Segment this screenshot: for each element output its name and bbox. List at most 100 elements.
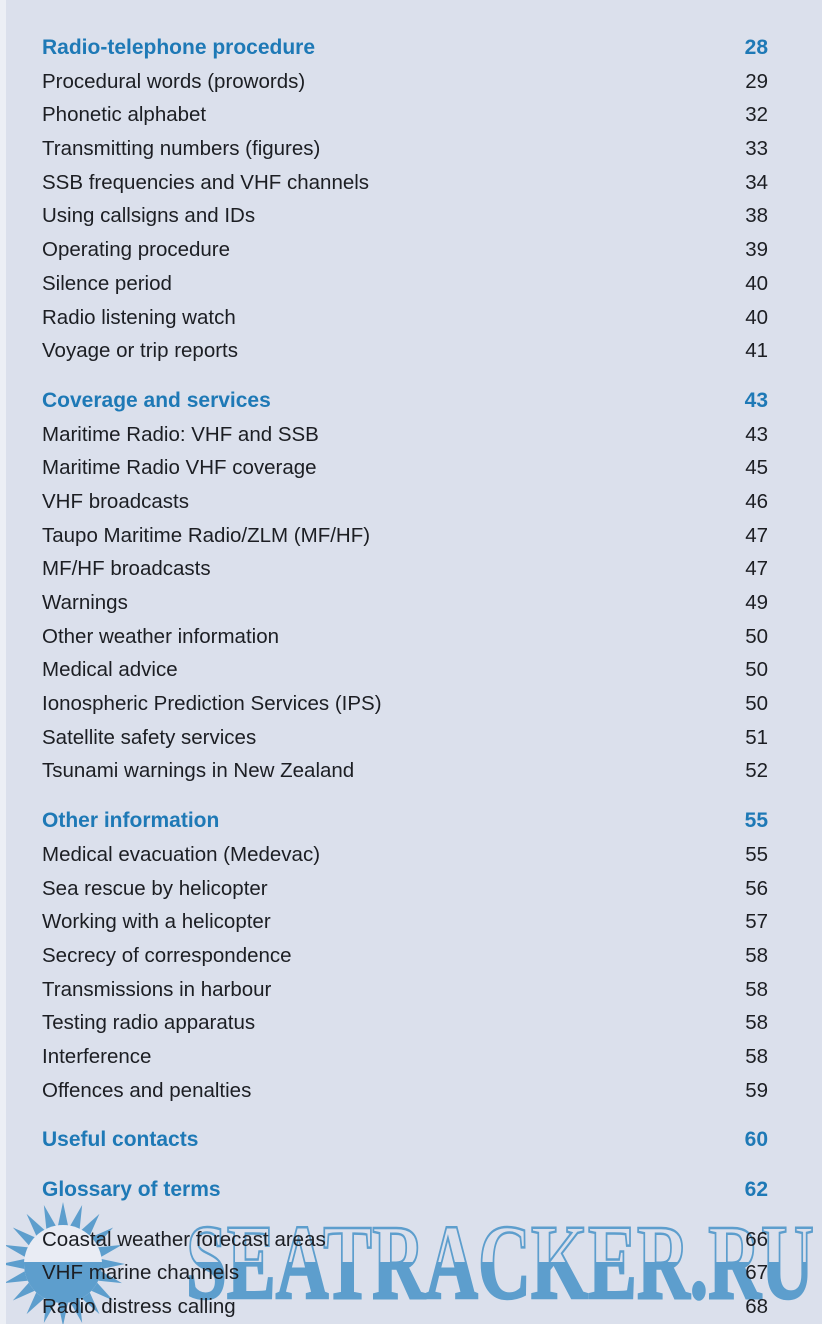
toc-entry-label: Maritime Radio: VHF and SSB (42, 422, 319, 446)
toc-entry: Radio distress calling 68 (42, 1290, 768, 1324)
watermark-text-fill: SEATRACKER.RU (186, 1204, 814, 1322)
toc-entry-label: VHF broadcasts (42, 489, 189, 513)
toc-entry-label: Interference (42, 1044, 152, 1068)
toc-entry-page-number: 38 (745, 204, 768, 228)
sunburst-star-icon (1, 1202, 125, 1324)
toc-entry-label: Operating procedure (42, 238, 231, 262)
toc-entry-label: Secrecy of correspondence (42, 943, 292, 967)
toc-entry-page-number: 40 (745, 305, 768, 329)
toc-entry-page-number: 67 (745, 1261, 768, 1285)
toc-entry-label: Testing radio apparatus (42, 1011, 256, 1035)
toc-section-heading-page-number: 62 (744, 1178, 768, 1201)
toc-entry: Testing radio apparatus 58 (42, 1006, 768, 1040)
toc-entry-label: Silence period (42, 271, 172, 295)
toc-entry-label: Working with a helicopter (42, 910, 271, 934)
toc-entry: Medical advice 50 (42, 653, 768, 687)
toc-entry-label: Medical evacuation (Medevac) (42, 842, 321, 866)
toc-entry-page-number: 49 (745, 591, 768, 614)
toc-entry-page-number: 47 (745, 557, 768, 581)
toc-section-heading: Coverage and services 43 (42, 384, 768, 418)
toc-entry: Working with a helicopter 57 (42, 905, 768, 939)
toc-entry-page-number: 55 (745, 842, 768, 866)
toc-entry-page-number: 40 (745, 271, 768, 295)
watermark-text: SEATRACKER.RU SEATRACKER.RU (185, 1203, 816, 1324)
page-left-edge (0, 0, 6, 1324)
toc-entry-label: Phonetic alphabet (42, 103, 207, 127)
toc-entry: Coastal weather forecast areas 66 (42, 1223, 768, 1257)
toc-section-heading-page-number: 55 (744, 809, 768, 833)
toc-entry-page-number: 66 (745, 1227, 768, 1251)
toc-entry: Sea rescue by helicopter 56 (42, 872, 768, 906)
toc-entry: Warnings 49 (42, 586, 768, 620)
toc-section-heading-label: Useful contacts (42, 1128, 199, 1152)
toc-entry-page-number: 39 (745, 238, 768, 262)
toc-entry-page-number: 50 (745, 624, 768, 648)
toc-entry-label: VHF marine channels (42, 1261, 240, 1285)
toc-entry-label: Other weather information (42, 624, 280, 648)
toc-entry: Other weather information 50 (42, 620, 768, 654)
toc-entry-page-number: 58 (745, 1044, 768, 1068)
toc-entry-label: Ionospheric Prediction Services (IPS) (42, 692, 382, 716)
toc-section-heading: Radio-telephone procedure 28 (42, 31, 768, 65)
toc-entry: Maritime Radio VHF coverage 45 (42, 451, 768, 485)
toc-entry-page-number: 41 (745, 339, 768, 363)
toc-entry-label: Transmitting numbers (figures) (42, 137, 321, 161)
toc-entry: Taupo Maritime Radio/ZLM (MF/HF) 47 (42, 519, 768, 553)
toc-section: Radio-telephone procedure 28 Procedural wo… (42, 31, 768, 368)
toc-entry-page-number: 46 (745, 489, 768, 513)
toc-entry-label: Offences and penalties (42, 1078, 252, 1102)
toc-entry: Ionospheric Prediction Services (IPS) 50 (42, 687, 768, 721)
toc-entry-page-number: 43 (745, 422, 768, 446)
toc-entry-page-number: 47 (745, 523, 768, 547)
toc-entry-label: Tsunami warnings in New Zealand (42, 759, 355, 783)
toc-entry: Transmissions in harbour 58 (42, 973, 768, 1007)
toc-section: Glossary of terms 62 (42, 1173, 768, 1207)
toc-section-heading: Glossary of terms 62 (42, 1173, 768, 1207)
toc-entry: Radio listening watch 40 (42, 301, 768, 335)
toc-entry-label: Radio distress calling (42, 1295, 236, 1319)
toc-entry-page-number: 50 (745, 692, 768, 716)
toc-entry-page-number: 52 (745, 759, 768, 783)
toc-entry-page-number: 68 (745, 1295, 768, 1319)
watermark-text-outline: SEATRACKER.RU (186, 1204, 814, 1322)
toc-section-heading-page-number: 60 (744, 1128, 768, 1152)
toc-entry-page-number: 33 (745, 137, 768, 161)
toc-entry: VHF marine channels 67 (42, 1256, 768, 1290)
toc-entry-label: Procedural words (prowords) (42, 69, 306, 93)
toc-entry-page-number: 57 (745, 910, 768, 934)
toc-entry-page-number: 45 (745, 456, 768, 480)
toc-section-heading: Useful contacts 60 (42, 1123, 768, 1157)
toc-entry-label: Sea rescue by helicopter (42, 876, 268, 900)
toc-section-heading: Other information 55 (42, 804, 768, 838)
toc-entry-label: Warnings (42, 591, 128, 614)
toc-entry-label: MF/HF broadcasts (42, 557, 211, 581)
toc-entry: Transmitting numbers (figures) 33 (42, 132, 768, 166)
toc-entry: Voyage or trip reports 41 (42, 334, 768, 368)
toc-section-heading-page-number: 43 (744, 388, 768, 412)
toc-list: Radio-telephone procedure 28 Procedural wo… (42, 31, 768, 1324)
toc-section: Other information 55 Medical evacuation (M… (42, 804, 768, 1107)
toc-section: Useful contacts 60 (42, 1123, 768, 1157)
toc-entry: Procedural words (prowords) 29 (42, 65, 768, 99)
toc-entry: Secrecy of correspondence 58 (42, 939, 768, 973)
toc-entry: Maritime Radio: VHF and SSB 43 (42, 418, 768, 452)
toc-section-heading-label: Other information (42, 809, 220, 833)
toc-entry-page-number: 56 (745, 876, 768, 900)
toc-entry-page-number: 32 (745, 103, 768, 127)
toc-entry-page-number: 51 (745, 725, 768, 749)
toc-entry-page-number: 58 (745, 943, 768, 967)
toc-entry: Using callsigns and IDs 38 (42, 199, 768, 233)
toc-entry: Silence period 40 (42, 267, 768, 301)
toc-entry-label: Taupo Maritime Radio/ZLM (MF/HF) (42, 523, 371, 547)
toc-entry: Satellite safety services 51 (42, 721, 768, 755)
toc-section-heading-label: Radio-telephone procedure (42, 36, 316, 59)
toc-entry: Tsunami warnings in New Zealand 52 (42, 754, 768, 788)
toc-entry: Medical evacuation (Medevac) 55 (42, 838, 768, 872)
toc-entry-page-number: 50 (745, 658, 768, 682)
toc-entry: Offences and penalties 59 (42, 1074, 768, 1108)
toc-entry-page-number: 34 (745, 170, 768, 194)
toc-entry: VHF broadcasts 46 (42, 485, 768, 519)
toc-entry: Interference 58 (42, 1040, 768, 1074)
toc-entry-page-number: 58 (745, 977, 768, 1001)
